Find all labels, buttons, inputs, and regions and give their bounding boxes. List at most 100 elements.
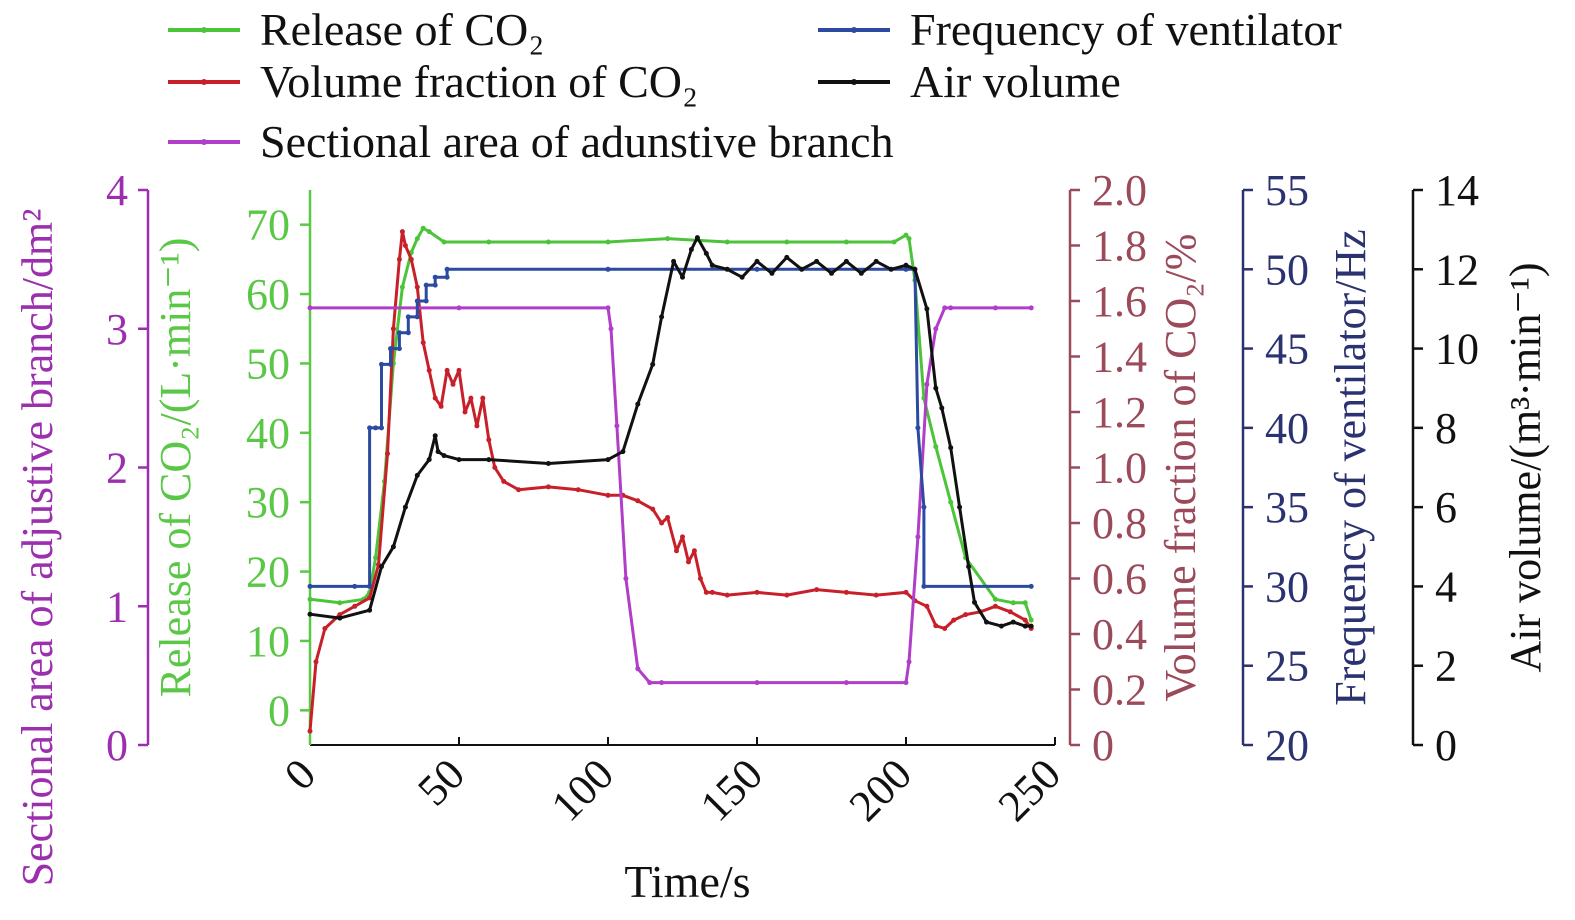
data-point-4	[957, 504, 963, 510]
data-point-4	[1022, 623, 1028, 629]
y-tick-label-fraction: 0.8	[1092, 499, 1147, 548]
data-point-3	[405, 314, 411, 320]
data-point-4	[694, 235, 700, 241]
y-axis-title-fraction: Volume fraction of CO₂/%	[1156, 234, 1205, 702]
data-point-4	[912, 266, 918, 272]
data-point-1	[385, 451, 390, 457]
data-point-1	[697, 576, 703, 581]
data-point-3	[388, 346, 393, 352]
data-point-3	[423, 282, 429, 288]
y-tick-label-air: 10	[1435, 325, 1479, 374]
data-point-2	[307, 305, 313, 311]
data-point-1	[414, 284, 420, 290]
data-point-3	[1028, 583, 1034, 589]
legend-marker-3	[851, 27, 857, 33]
y-tick-label-air: 12	[1435, 245, 1479, 294]
data-point-4	[671, 258, 677, 264]
data-point-4	[948, 445, 954, 451]
y-tick-label-fraction: 1.6	[1092, 277, 1147, 326]
data-point-3	[903, 266, 909, 272]
data-point-3	[921, 583, 927, 589]
data-point-2	[659, 680, 665, 686]
data-point-2	[992, 305, 998, 311]
y-tick-label-fraction: 0.4	[1092, 610, 1147, 659]
y-tick-label-release: 10	[246, 617, 290, 666]
data-point-2	[608, 326, 614, 332]
data-point-4	[635, 401, 641, 407]
data-point-2	[906, 659, 912, 665]
data-point-1	[337, 612, 343, 618]
data-point-0	[441, 239, 447, 245]
data-point-4	[903, 262, 909, 268]
data-point-0	[307, 596, 313, 602]
y-tick-label-release: 0	[268, 686, 290, 735]
data-point-1	[444, 367, 450, 373]
data-point-0	[545, 239, 551, 245]
legend-label-1: Volume fraction of CO₂	[260, 56, 698, 107]
data-point-2	[933, 326, 939, 332]
y-tick-label-freq: 55	[1265, 166, 1309, 215]
y-tick-label-area: 3	[106, 305, 128, 354]
data-point-4	[709, 262, 715, 268]
y-tick-label-freq: 40	[1265, 404, 1309, 453]
data-point-4	[456, 457, 462, 463]
data-point-4	[998, 623, 1004, 629]
data-point-0	[665, 236, 671, 242]
data-point-4	[972, 599, 977, 605]
data-point-0	[1028, 617, 1034, 623]
data-point-2	[623, 576, 629, 581]
data-point-1	[992, 603, 998, 609]
legend-marker-1	[201, 79, 207, 85]
data-point-0	[373, 555, 379, 561]
data-point-4	[703, 250, 709, 256]
legend-marker-4	[851, 79, 857, 85]
data-point-0	[1010, 600, 1016, 606]
data-point-1	[691, 548, 697, 554]
y-axis-title-area: Sectional area of adjustive branch/dm²	[13, 209, 62, 887]
data-point-4	[784, 254, 790, 260]
data-point-1	[367, 595, 373, 601]
data-point-3	[414, 314, 420, 320]
x-tick-label: 200	[840, 749, 921, 830]
legend-label-0: Release of CO₂	[260, 4, 544, 55]
data-point-0	[420, 225, 426, 231]
data-point-3	[388, 361, 393, 367]
series-line-2	[310, 306, 1032, 685]
data-point-4	[888, 266, 894, 272]
legend-label-4: Air volume	[910, 56, 1121, 107]
data-point-4	[939, 405, 945, 411]
data-point-4	[441, 453, 447, 459]
data-point-1	[474, 423, 480, 429]
data-point-3	[414, 298, 420, 304]
data-point-2	[942, 305, 948, 311]
data-point-1	[575, 487, 581, 493]
data-point-0	[724, 239, 730, 245]
data-point-1	[501, 478, 507, 484]
data-point-1	[942, 626, 948, 631]
data-point-2	[605, 305, 611, 311]
data-point-0	[605, 239, 611, 245]
data-point-3	[915, 425, 921, 431]
data-point-4	[379, 564, 384, 570]
data-point-4	[435, 449, 441, 455]
data-point-1	[924, 603, 930, 609]
data-point-4	[680, 274, 685, 280]
y-axis-title-air: Air volume/(m³·min⁻¹)	[1501, 262, 1550, 672]
data-point-4	[966, 564, 972, 570]
y-tick-label-freq: 50	[1265, 245, 1309, 294]
data-point-1	[313, 659, 319, 665]
data-point-2	[647, 680, 653, 686]
y-tick-label-release: 30	[246, 478, 290, 527]
data-point-1	[665, 515, 671, 520]
y-axis-title-freq: Frequency of ventilator/Hz	[1326, 229, 1375, 706]
data-point-3	[307, 583, 313, 589]
data-point-4	[873, 258, 879, 264]
data-point-0	[903, 232, 909, 238]
x-tick-label: 100	[542, 749, 623, 830]
data-point-3	[373, 425, 379, 431]
data-point-1	[408, 256, 414, 262]
data-point-4	[799, 266, 805, 272]
